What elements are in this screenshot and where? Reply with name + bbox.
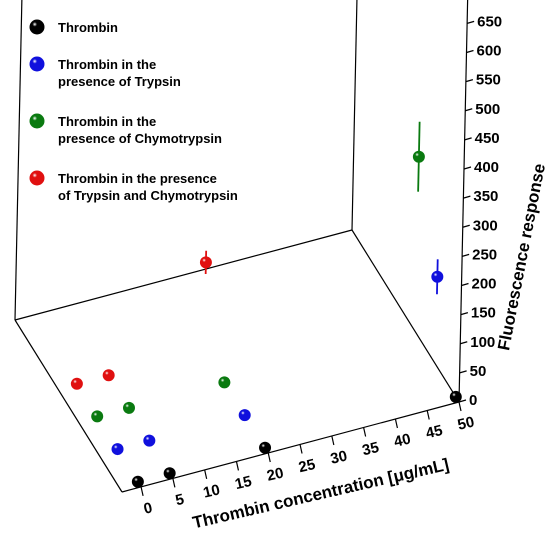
data-points bbox=[70, 121, 462, 488]
data-point bbox=[218, 376, 231, 389]
x-tick-label: 0 bbox=[142, 499, 154, 517]
legend-marker bbox=[29, 113, 45, 129]
z-tick-mark bbox=[461, 253, 470, 257]
x-tick-label: 20 bbox=[265, 464, 285, 484]
z-tick-label: 50 bbox=[470, 363, 487, 380]
z-tick-mark bbox=[459, 370, 467, 374]
data-point bbox=[412, 150, 425, 163]
x-tick-label: 30 bbox=[329, 447, 349, 467]
z-tick-mark bbox=[466, 49, 474, 54]
z-tick-label: 400 bbox=[474, 159, 499, 176]
x-tick-mark bbox=[426, 410, 430, 420]
x-tick-mark bbox=[331, 435, 335, 446]
x-tick-mark bbox=[204, 469, 208, 480]
x-tick-mark bbox=[235, 461, 240, 471]
z-tick-label: 150 bbox=[471, 305, 496, 322]
left-floor-edge bbox=[14, 319, 123, 493]
z-tick-label: 100 bbox=[470, 334, 495, 351]
z-tick-mark bbox=[461, 282, 469, 287]
legend-marker bbox=[29, 19, 45, 35]
x-tick-mark bbox=[140, 486, 144, 497]
x-tick-label: 15 bbox=[233, 473, 253, 493]
z-tick-mark bbox=[465, 108, 473, 112]
data-point bbox=[102, 369, 115, 382]
data-point bbox=[259, 441, 272, 454]
data-point bbox=[199, 256, 212, 269]
z-tick-mark bbox=[460, 341, 468, 345]
z-tick-label: 550 bbox=[476, 72, 501, 89]
data-point bbox=[122, 401, 135, 414]
z-tick-label: 0 bbox=[469, 392, 477, 409]
back-left-vertical-edge bbox=[14, 0, 23, 321]
z-tick-label: 500 bbox=[475, 101, 500, 118]
z-tick-label: 650 bbox=[477, 13, 502, 30]
data-point bbox=[163, 467, 176, 480]
x-tick-label: 35 bbox=[361, 439, 381, 459]
legend: Thrombin Thrombin in the presence of Tryps… bbox=[29, 19, 238, 203]
data-point bbox=[449, 390, 462, 403]
legend-label: Thrombin in the presence of Trypsin and C… bbox=[58, 171, 238, 203]
z-tick-mark bbox=[465, 79, 474, 83]
z-tick-mark bbox=[463, 195, 471, 199]
data-point bbox=[70, 377, 83, 390]
z-tick-label: 250 bbox=[472, 246, 497, 263]
x-axis-line bbox=[121, 401, 460, 493]
x-tick-label: 45 bbox=[424, 422, 444, 442]
z-tick-label: 300 bbox=[473, 217, 498, 234]
z-tick-label: 700 bbox=[478, 0, 503, 1]
z-axis-title: Fluorescence response bbox=[494, 162, 549, 352]
data-point bbox=[131, 475, 144, 488]
x-tick-mark bbox=[363, 427, 367, 437]
axis-ticks: 0 5 10 15 20 25 30 35 40 45 5005010015020025030035… bbox=[140, 0, 503, 518]
z-tick-mark bbox=[463, 166, 472, 170]
x-tick-mark bbox=[267, 452, 271, 463]
x-tick-mark bbox=[458, 401, 462, 412]
z-tick-mark bbox=[466, 20, 475, 24]
data-point bbox=[143, 434, 156, 447]
legend-label: Thrombin bbox=[58, 20, 118, 35]
z-tick-mark bbox=[460, 312, 469, 316]
z-tick-label: 450 bbox=[475, 130, 500, 147]
z-tick-label: 200 bbox=[472, 276, 497, 293]
legend-marker bbox=[29, 170, 45, 186]
z-axis-line bbox=[458, 0, 469, 403]
z-tick-mark bbox=[464, 137, 472, 141]
z-tick-label: 350 bbox=[473, 188, 498, 205]
data-point bbox=[91, 410, 104, 423]
legend-label: Thrombin in the presence of Chymotrypsin bbox=[58, 114, 222, 146]
data-point bbox=[111, 443, 124, 456]
back-floor-edge bbox=[14, 229, 353, 321]
data-point bbox=[431, 270, 444, 283]
x-tick-mark bbox=[299, 444, 303, 454]
data-point bbox=[238, 409, 251, 422]
x-axis-title: Thrombin concentration [μg/mL] bbox=[191, 455, 451, 533]
legend-label: Thrombin in the presence of Trypsin bbox=[58, 57, 181, 89]
legend-marker bbox=[29, 56, 45, 72]
x-tick-label: 40 bbox=[392, 430, 412, 450]
x-tick-label: 5 bbox=[174, 491, 186, 509]
z-tick-mark bbox=[458, 399, 467, 403]
x-tick-mark bbox=[172, 478, 176, 488]
z-tick-label: 600 bbox=[477, 43, 502, 60]
x-tick-label: 50 bbox=[456, 413, 476, 433]
x-tick-label: 10 bbox=[202, 481, 222, 501]
right-floor-edge bbox=[351, 229, 460, 403]
back-right-vertical-edge bbox=[351, 0, 358, 231]
x-tick-mark bbox=[394, 418, 399, 429]
z-tick-mark bbox=[462, 224, 470, 228]
x-tick-label: 25 bbox=[297, 456, 317, 476]
